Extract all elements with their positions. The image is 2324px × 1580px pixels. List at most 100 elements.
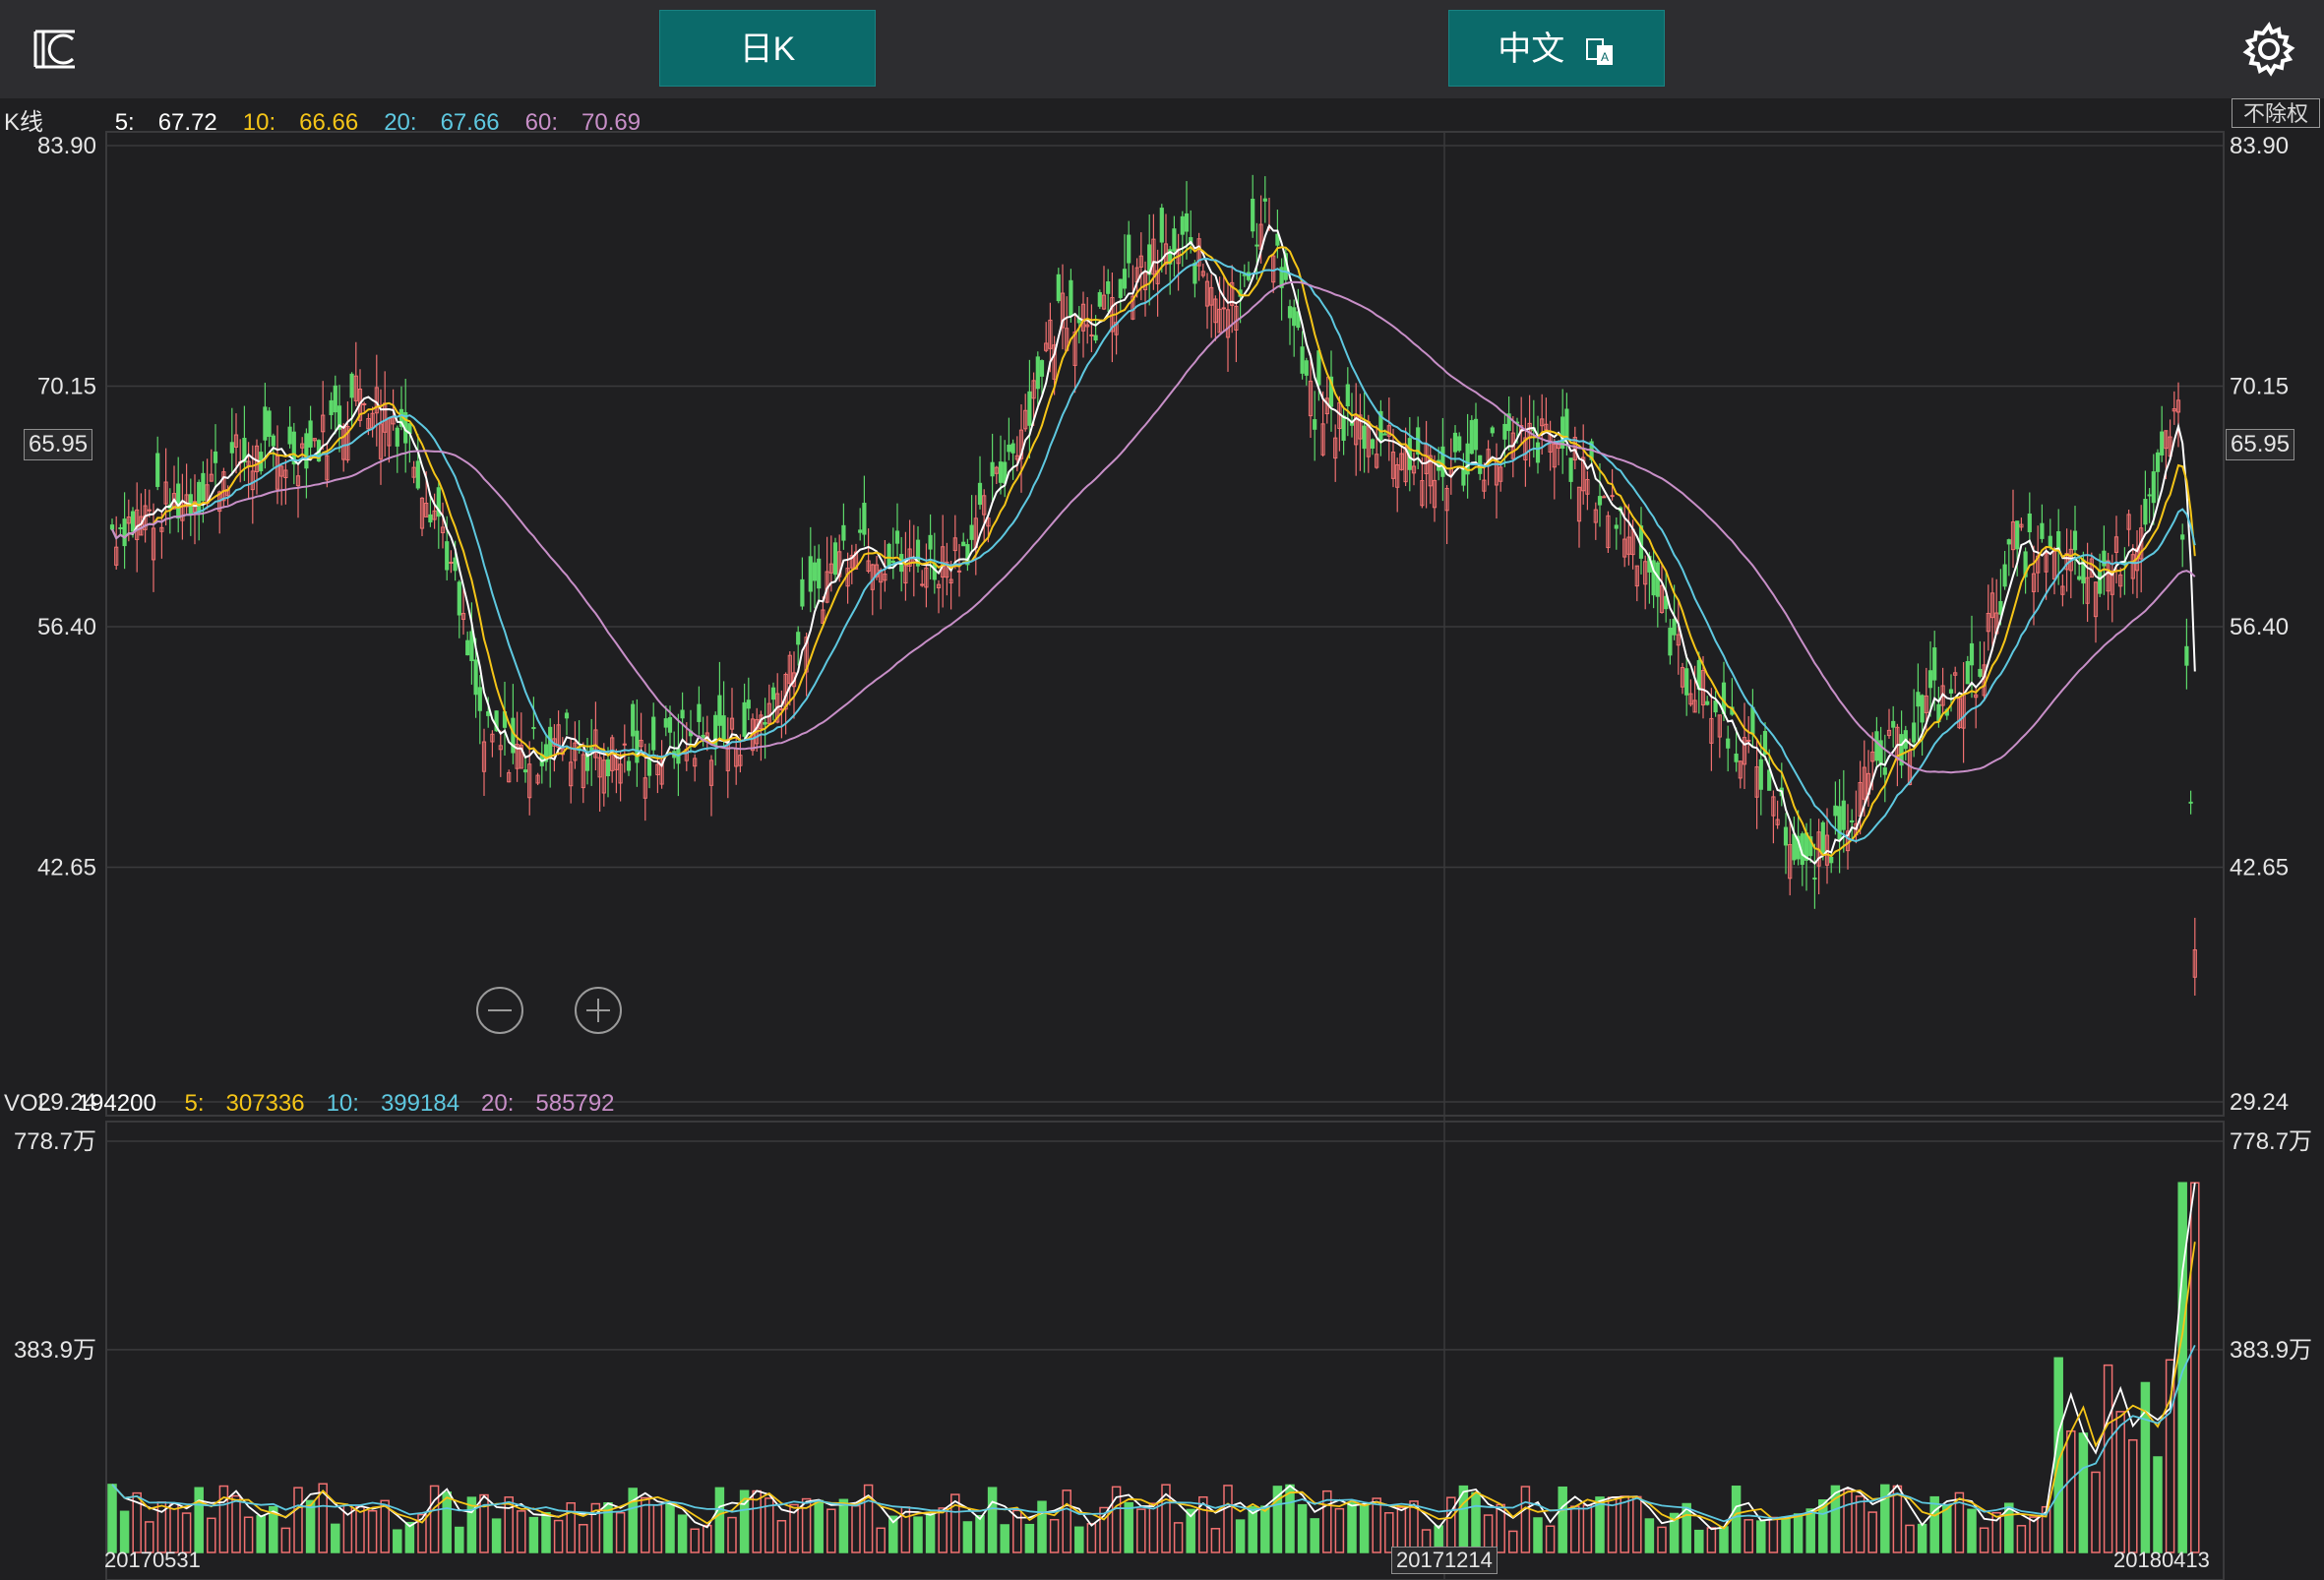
candle-body <box>109 524 115 530</box>
candle-body <box>1700 670 1706 706</box>
volume-tick-left: 383.9万 <box>14 1337 96 1364</box>
candle-body <box>804 637 809 673</box>
volume-bar <box>1855 1495 1865 1553</box>
volume-bar <box>1979 1527 1989 1553</box>
candle-body <box>1585 478 1590 495</box>
volume-bar <box>1124 1501 1133 1553</box>
volume-bar <box>628 1488 638 1553</box>
gear-icon[interactable] <box>2241 22 2296 77</box>
volume-bar <box>987 1487 998 1553</box>
candle-body <box>1362 425 1367 450</box>
candle-body <box>349 373 354 398</box>
candle-body <box>1614 524 1619 529</box>
candle-body <box>1812 878 1817 881</box>
volume-bar <box>218 1485 229 1553</box>
candle-body <box>531 727 536 730</box>
candle-body <box>1564 408 1569 441</box>
zoom-out-button[interactable] <box>476 987 523 1034</box>
volume-bar <box>590 1502 601 1553</box>
volume-bar <box>1867 1511 1877 1553</box>
volume-bar <box>1384 1512 1394 1553</box>
volume-bar <box>641 1496 650 1553</box>
volume-bar <box>1545 1525 1556 1553</box>
candle-body <box>527 763 532 799</box>
candle-body <box>763 722 767 725</box>
candle-body <box>312 438 317 442</box>
candle-body <box>287 426 292 445</box>
candle-body <box>233 434 239 448</box>
volume-bar <box>690 1528 700 1553</box>
volume-bar <box>615 1511 626 1553</box>
candle-body <box>250 470 255 491</box>
volume-ma-items: 5: 307336 10: 399184 20: 585792 <box>168 1090 620 1117</box>
candle-body <box>201 472 206 502</box>
candle-body <box>1664 595 1669 610</box>
candle-body <box>1217 308 1222 334</box>
candle-body <box>936 583 942 588</box>
volume-bar <box>1173 1522 1184 1553</box>
candle-body <box>519 744 523 769</box>
candle-body <box>494 710 499 732</box>
volume-bar <box>703 1524 712 1553</box>
candle-body <box>543 744 549 762</box>
volume-bar <box>479 1493 489 1553</box>
candle-body <box>1668 628 1673 656</box>
candle-body <box>1754 765 1759 798</box>
volume-bar <box>2004 1502 2014 1553</box>
candle-body <box>2027 513 2032 533</box>
candle-body <box>1680 667 1685 688</box>
app-logo-icon[interactable] <box>30 24 81 75</box>
candle-body <box>147 509 152 512</box>
volume-axis: 778.7万 778.7万 383.9万 383.9万 <box>14 1128 2312 1364</box>
ma-line-10 <box>111 245 2196 858</box>
volume-ma-value: 399184 <box>380 1090 460 1117</box>
candle-body <box>1895 726 1900 761</box>
candle-body <box>1014 455 1019 460</box>
volume-bar <box>1235 1519 1246 1553</box>
candle-body <box>2040 522 2045 539</box>
candle-body <box>366 418 371 430</box>
volume-bar <box>331 1523 340 1553</box>
price-tick-right: 70.15 <box>2230 374 2289 400</box>
candle-body <box>1251 198 1255 232</box>
volume-bar <box>231 1494 241 1553</box>
candle-body <box>601 760 606 794</box>
candle-body <box>1403 446 1408 483</box>
adjust-toggle-button[interactable]: 不除权 <box>2232 98 2320 128</box>
volume-bar <box>2177 1182 2187 1553</box>
candle-body <box>411 466 416 478</box>
stock-chart[interactable]: 83.90 83.90 70.15 70.15 56.40 56.40 42.65 42.65… <box>0 98 2324 1580</box>
candle-body <box>858 529 863 533</box>
volume-bar <box>2153 1456 2163 1553</box>
volume-bar <box>913 1516 923 1553</box>
candle-body <box>894 530 900 544</box>
candle-body <box>969 524 974 540</box>
candle-body <box>1788 844 1793 880</box>
candle-body <box>1378 410 1383 441</box>
volume-bar <box>243 1516 254 1553</box>
volume-bar <box>1272 1486 1283 1553</box>
candle-body <box>994 466 999 474</box>
candle-body <box>1292 307 1297 327</box>
candle-body <box>1602 496 1607 499</box>
candle-body <box>982 495 987 516</box>
candle-body <box>1184 213 1190 232</box>
candle-body <box>1200 271 1205 276</box>
candle-body <box>887 543 891 568</box>
ma-legend: K线 5: 67.72 10: 66.66 20: 67.66 60: 70.69 <box>4 102 652 137</box>
language-button[interactable]: 中文 A <box>1448 10 1665 87</box>
candle-body <box>2143 499 2148 525</box>
candle-body <box>1213 298 1218 324</box>
candle-body <box>853 551 859 570</box>
period-button[interactable]: 日K <box>659 10 876 87</box>
candle-body <box>1473 418 1479 451</box>
volume-bar <box>1086 1523 1097 1553</box>
candle-body <box>1155 270 1160 284</box>
zoom-in-button[interactable] <box>575 987 622 1034</box>
candle-body <box>1204 280 1210 307</box>
candle-body <box>486 710 491 716</box>
candle-body <box>1593 509 1598 523</box>
candle-body <box>651 716 656 751</box>
candle-body <box>1151 238 1156 275</box>
volume-bar <box>2103 1364 2113 1553</box>
